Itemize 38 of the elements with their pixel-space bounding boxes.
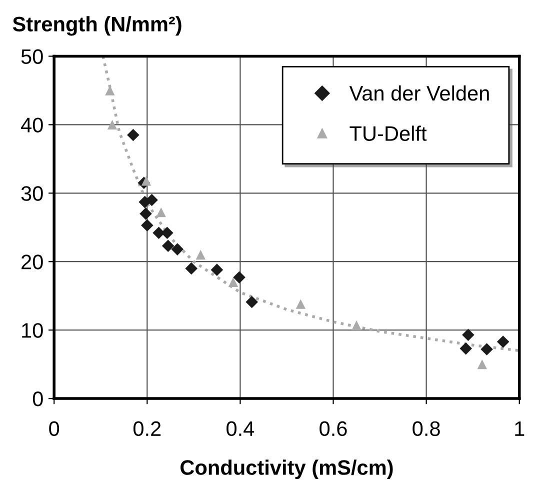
x-tick-label: 1: [515, 422, 524, 436]
point: [480, 343, 493, 356]
y-tick-label: 10: [22, 323, 43, 338]
x-tick-label: 0.4: [226, 421, 254, 436]
point: [127, 128, 140, 142]
y-tick-label: 50: [21, 49, 43, 64]
point: [460, 342, 472, 355]
point: [196, 250, 206, 260]
y-axis-title: Strength (N/mm²): [12, 16, 182, 36]
point: [233, 271, 246, 284]
point: [107, 120, 118, 130]
point: [496, 336, 510, 348]
point: [296, 299, 306, 309]
point: [352, 320, 362, 330]
x-tick-label: 0.2: [133, 421, 161, 436]
y-tick-label: 20: [22, 254, 43, 270]
x-tick-label: 0.8: [412, 421, 440, 436]
point: [171, 243, 184, 256]
point: [141, 176, 152, 186]
point: [462, 328, 474, 342]
point: [140, 208, 152, 220]
legend-label: TU-Delft: [350, 126, 427, 141]
y-tick-label: 30: [21, 186, 43, 201]
point: [228, 277, 238, 288]
point: [477, 359, 487, 370]
legend-label: Van der Velden: [349, 85, 489, 101]
point: [156, 207, 166, 218]
point: [162, 240, 174, 252]
y-tick-label: 0: [32, 392, 43, 406]
x-tick-label: 0: [49, 421, 60, 436]
y-tick-label: 40: [20, 118, 43, 132]
point: [141, 219, 154, 232]
point: [210, 264, 224, 276]
point: [246, 296, 258, 308]
x-tick-label: 0.6: [320, 421, 347, 436]
point: [146, 194, 158, 206]
x-axis-title: Conductivity (mS/cm): [180, 460, 393, 480]
point: [185, 262, 198, 275]
